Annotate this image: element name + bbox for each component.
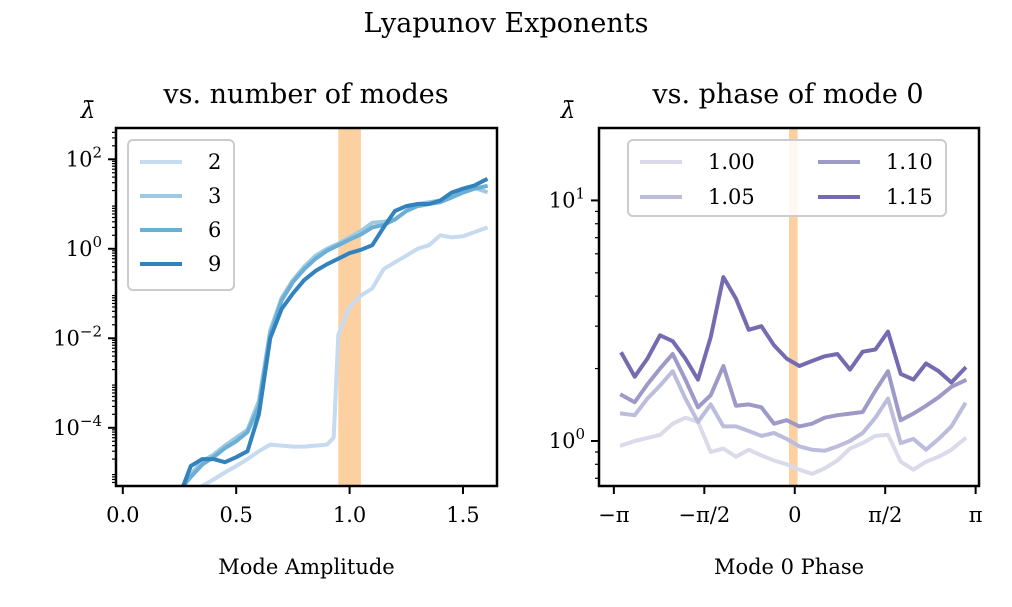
x-tick-label: 0 [788,503,801,527]
y-tick-label: 101 [549,184,585,212]
legend-frame [127,139,235,291]
legend-label-6: 6 [208,218,221,242]
y-axis-label: λ̄ [80,98,96,124]
y-tick-label: 10−4 [53,412,102,440]
x-tick-label: 1.5 [446,503,479,527]
plot-area [180,128,489,486]
legend-label-9: 9 [208,252,221,276]
y-tick-exponent: 2 [92,143,102,161]
x-tick-label: 0.5 [219,503,252,527]
y-tick-exponent: −2 [80,322,102,340]
panel-title: vs. number of modes [162,79,448,110]
y-tick-exponent: −4 [80,412,102,430]
legend: 1.00 1.05 1.10 1.15 [627,139,947,217]
series-line-1.00 [619,415,968,476]
x-axis-label: Mode Amplitude [218,555,394,579]
x-tick-label: −π/2 [678,503,730,527]
legend-frame [627,139,947,217]
series-line-1.05 [619,369,968,453]
series-line-1.15 [619,275,968,385]
highlight-band [789,128,798,486]
y-tick-base: 10 [66,147,93,171]
x-tick-label: π/2 [868,503,902,527]
x-tick-label: −π [598,503,630,527]
legend-label-1.15: 1.15 [886,185,933,209]
legend-label-1.10: 1.10 [886,150,933,174]
y-tick-label: 100 [66,233,102,261]
legend-label-1.00: 1.00 [708,150,755,174]
y-tick-exponent: 1 [575,184,585,202]
x-tick-label: π [969,503,983,527]
y-tick-base: 10 [549,429,576,453]
figure-suptitle: Lyapunov Exponents [364,8,649,39]
legend-label-1.05: 1.05 [708,185,755,209]
legend-label-2: 2 [208,150,221,174]
panel-title: vs. phase of mode 0 [651,79,923,110]
y-tick-base: 10 [53,326,80,350]
series-line-9 [181,177,489,486]
axes-frame [597,126,981,488]
legend-label-3: 3 [208,184,221,208]
y-tick-label: 10−2 [53,322,102,350]
y-tick-base: 10 [549,188,576,212]
y-tick-exponent: 0 [575,425,585,443]
x-tick-label: 0.0 [106,503,139,527]
legend: 2 3 6 9 [127,139,235,291]
y-tick-label: 100 [549,425,585,453]
x-axis-label: Mode 0 Phase [714,555,864,579]
x-tick-label: 1.0 [333,503,366,527]
series-line-2 [196,225,489,486]
y-axis-label: λ̄ [560,98,576,124]
y-tick-label: 102 [66,143,102,171]
y-tick-base: 10 [53,416,80,440]
series-line-1.10 [619,352,968,429]
y-tick-base: 10 [66,237,93,261]
y-tick-exponent: 0 [92,233,102,251]
plot-area [619,128,968,486]
